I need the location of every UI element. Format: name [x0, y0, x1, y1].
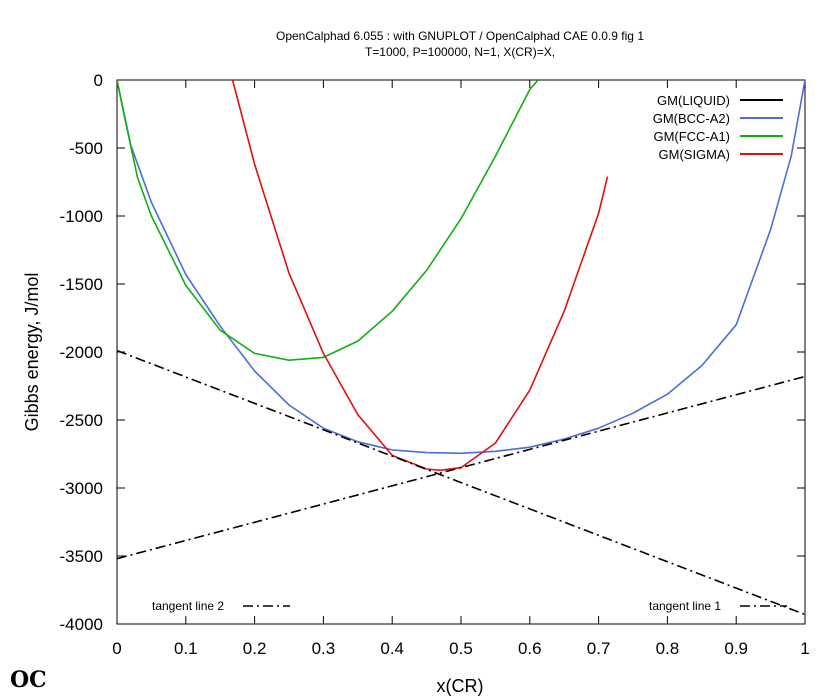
x-tick-label: 0.3	[312, 639, 336, 658]
series-tangent-line-2	[117, 349, 805, 616]
x-tick-label: 1	[800, 639, 809, 658]
series-tangent-line-1	[117, 375, 805, 560]
y-tick-label: -2000	[60, 343, 103, 362]
x-axis: 0 0.1 0.2 0.3 0.4 0.5 0.6 0.7 0.8 0.9 1	[112, 80, 810, 658]
series-gm-fcc-a1	[117, 80, 539, 362]
x-tick-label: 0.4	[380, 639, 404, 658]
x-tick-label: 0.2	[243, 639, 267, 658]
legend-label: GM(FCC-A1)	[653, 129, 730, 144]
x-tick-label: 0	[112, 639, 121, 658]
tangent-line-1-label: tangent line 1	[649, 599, 721, 613]
tangent-line-2-label: tangent line 2	[152, 599, 224, 613]
x-tick-label: 0.5	[449, 639, 473, 658]
y-tick-label: -4000	[60, 615, 103, 634]
y-tick-label: -3000	[60, 479, 103, 498]
series-gm-bcc-a2	[117, 80, 805, 455]
y-tick-label: -2500	[60, 411, 103, 430]
opencalphad-logo: OC	[10, 667, 47, 693]
x-tick-label: 0.8	[656, 639, 680, 658]
y-tick-label: -1000	[60, 207, 103, 226]
y-tick-label: -1500	[60, 275, 103, 294]
series-gm-sigma	[231, 80, 609, 472]
x-tick-label: 0.7	[587, 639, 611, 658]
y-tick-label: 0	[94, 71, 103, 90]
legend-label: GM(SIGMA)	[659, 147, 731, 162]
y-tick-label: -500	[69, 139, 103, 158]
chart-title-line-2: T=1000, P=100000, N=1, X(CR)=X,	[365, 45, 555, 59]
series-layer	[117, 80, 805, 616]
legend: GM(LIQUID) GM(BCC-A2) GM(FCC-A1) GM(SIGMA)	[653, 93, 783, 162]
x-tick-label: 0.9	[724, 639, 748, 658]
x-tick-label: 0.1	[174, 639, 198, 658]
x-axis-label: x(CR)	[437, 676, 484, 696]
legend-label: GM(LIQUID)	[657, 93, 730, 108]
y-tick-label: -3500	[60, 547, 103, 566]
tangent-legend: tangent line 2 tangent line 1	[152, 599, 787, 613]
y-axis: 0 -500 -1000 -1500 -2000 -2500 -3000 -3500 -4000	[60, 71, 805, 634]
chart-title-line-1: OpenCalphad 6.055 : with GNUPLOT / OpenC…	[276, 29, 644, 43]
y-axis-label: Gibbs energy, J/mol	[22, 273, 42, 432]
legend-label: GM(BCC-A2)	[653, 111, 730, 126]
x-tick-label: 0.6	[518, 639, 542, 658]
